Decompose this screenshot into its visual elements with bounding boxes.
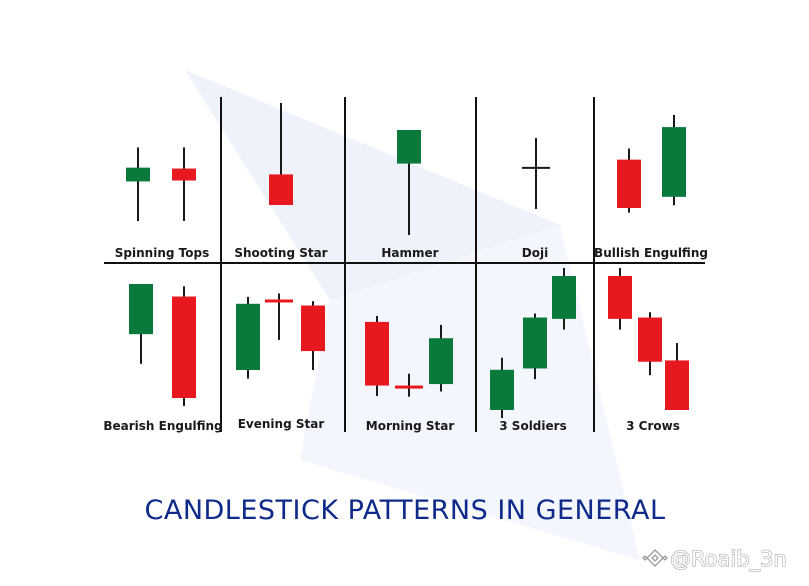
bearish-candle-body (365, 321, 389, 386)
bearish-candle-body (301, 305, 325, 352)
candle-bearish-engulfing-2 (172, 286, 196, 406)
bullish-candle-body (552, 276, 576, 319)
label-doji: Doji (522, 246, 548, 260)
candle-hammer-1 (397, 130, 421, 235)
bearish-candle-body (172, 168, 196, 181)
pattern-3-soldiers (490, 267, 576, 419)
candle-3-crows-1 (608, 267, 632, 330)
candle-bearish-engulfing-1 (129, 284, 153, 364)
pattern-labels: Spinning Tops Shooting Star Hammer Doji … (103, 246, 708, 433)
pattern-bearish-engulfing (129, 284, 196, 406)
bearish-candle-body (395, 385, 423, 389)
bullish-candle-body (523, 317, 547, 369)
label-evening-star: Evening Star (238, 417, 325, 431)
candle-doji-1 (522, 138, 550, 209)
bearish-candle-body (172, 296, 196, 398)
label-morning-star: Morning Star (366, 419, 455, 433)
candles-layer (126, 103, 689, 419)
bearish-candle-body (265, 299, 293, 303)
bearish-candle-body (617, 159, 641, 208)
bullish-candle-body (236, 303, 260, 370)
candle-3-soldiers-1 (490, 357, 514, 419)
label-bearish-engulfing: Bearish Engulfing (103, 419, 222, 433)
pattern-hammer (397, 130, 421, 235)
bullish-candle-body (429, 338, 453, 385)
bullish-candle-body (490, 369, 514, 410)
pattern-morning-star (365, 316, 453, 397)
candle-spinning-tops-1 (126, 147, 150, 221)
bearish-candle-body (608, 276, 632, 319)
pattern-shooting-star (269, 103, 293, 205)
bullish-candle-body (126, 167, 150, 182)
pattern-3-crows (608, 267, 689, 410)
candle-morning-star-1 (365, 316, 389, 396)
candle-3-crows-2 (638, 312, 662, 376)
candle-shooting-star-1 (269, 103, 293, 205)
bearish-candle-body (665, 360, 689, 410)
label-spinning-tops: Spinning Tops (115, 246, 209, 260)
candle-evening-star-2 (265, 293, 293, 340)
candle-bullish-engulfing-1 (617, 148, 641, 213)
pattern-spinning-tops (126, 147, 196, 221)
candle-3-soldiers-2 (523, 313, 547, 380)
grid-lines (104, 97, 705, 432)
candle-3-crows-3 (665, 343, 689, 410)
candle-morning-star-2 (395, 373, 423, 397)
watermark: @Roaib_3n (642, 547, 787, 573)
candle-morning-star-3 (429, 324, 453, 392)
label-3-soldiers: 3 Soldiers (499, 419, 566, 433)
label-hammer: Hammer (381, 246, 438, 260)
pattern-evening-star (236, 293, 325, 379)
bullish-candle-body (129, 284, 153, 335)
pattern-doji (522, 138, 550, 209)
candle-spinning-tops-2 (172, 147, 196, 221)
page-title: CANDLESTICK PATTERNS IN GENERAL (145, 495, 666, 526)
label-bullish-engulfing: Bullish Engulfing (594, 246, 708, 260)
candle-evening-star-3 (301, 301, 325, 370)
watermark-text: @Roaib_3n (670, 547, 787, 572)
pattern-bullish-engulfing (617, 115, 686, 213)
candle-evening-star-1 (236, 296, 260, 379)
bullish-candle-body (662, 127, 686, 197)
bullish-candle-body (397, 130, 421, 164)
label-shooting-star: Shooting Star (234, 246, 327, 260)
label-3-crows: 3 Crows (626, 419, 680, 433)
binance-diamond-icon (642, 549, 668, 567)
bearish-candle-body (638, 317, 662, 362)
candle-3-soldiers-3 (552, 267, 576, 330)
candle-bullish-engulfing-2 (662, 115, 686, 206)
bearish-candle-body (269, 174, 293, 205)
